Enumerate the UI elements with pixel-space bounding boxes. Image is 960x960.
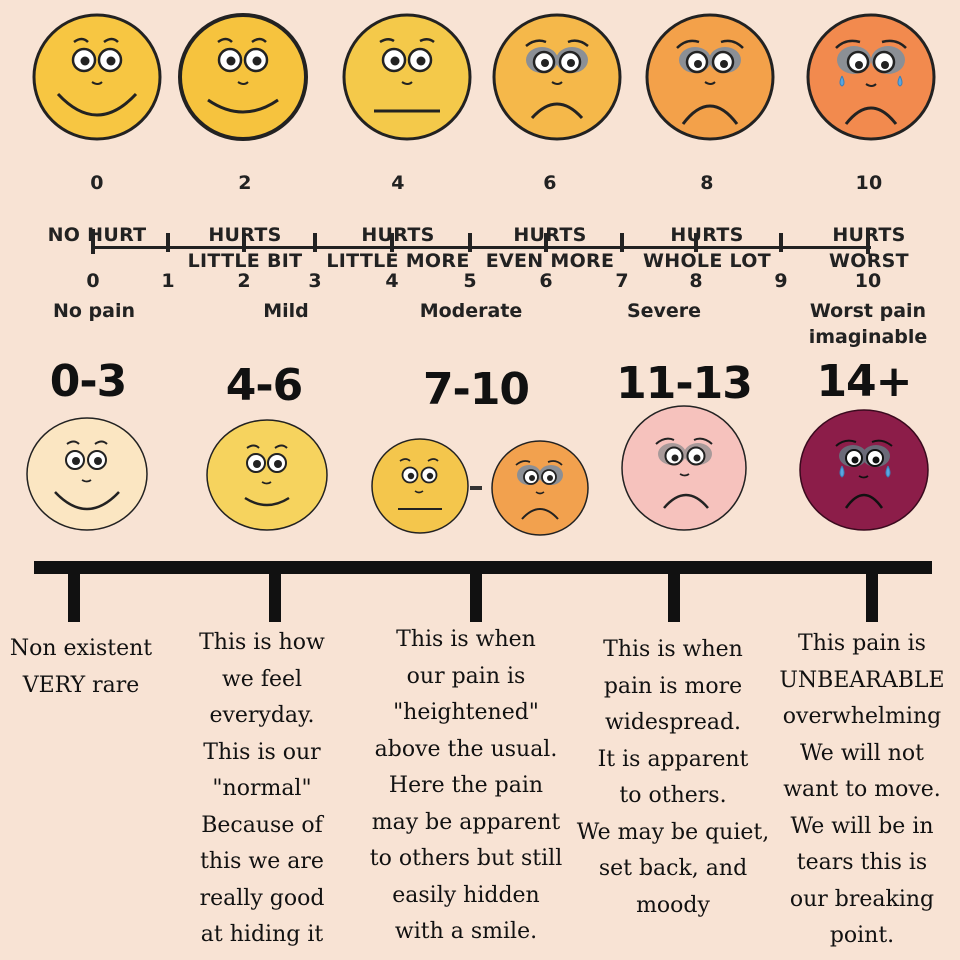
level-face-icon-4-6 [206,419,328,531]
scale-tick-2 [242,233,246,252]
scale-tick-8 [694,233,698,252]
description-11-13: This is when pain is more widespread. It… [576,637,770,918]
range-14-plus: 14+ [816,356,912,407]
face-value-2: 2 [238,172,252,194]
range-dash [470,486,482,490]
scale-tick-9 [779,233,783,252]
description-4-6: This is how we feel everyday. This is ou… [199,630,325,947]
face-text-6: HURTS EVEN MORE [485,224,615,272]
range-11-13: 11-13 [616,358,753,409]
scale-tick-5 [468,233,472,252]
scale-tick-3 [313,233,317,252]
scale-number-2: 2 [237,270,251,292]
level-bar-tick-14-plus [866,570,878,622]
level-face-icon-7-10-left [371,438,469,534]
scale-number-7: 7 [615,270,629,292]
scale-number-6: 6 [539,270,553,292]
face-icon-10 [806,13,936,141]
level-bar-tick-0-3 [68,570,80,622]
face-value-4: 4 [391,172,405,194]
category-worst-pain: Worst pain imaginable [808,300,928,348]
category-mild: Mild [263,300,309,322]
scale-number-3: 3 [308,270,322,292]
range-0-3: 0-3 [49,356,128,407]
face-icon-8 [645,13,775,141]
scale-number-10: 10 [854,270,882,292]
face-label-2: 2 HURTS LITTLE BIT [155,144,335,274]
level-face-icon-14-plus [799,409,929,531]
scale-tick-7 [620,233,624,252]
scale-number-0: 0 [86,270,100,292]
face-text-0: NO HURT [47,224,147,246]
face-text-4: HURTS LITTLE MORE [326,224,470,272]
face-icon-4 [342,13,472,141]
range-7-10: 7-10 [422,364,530,415]
face-value-6: 6 [543,172,557,194]
face-text-2: HURTS LITTLE BIT [187,224,303,272]
level-face-icon-0-3 [26,417,148,531]
level-bar-tick-4-6 [269,570,281,622]
scale-number-1: 1 [161,270,175,292]
face-value-0: 0 [90,172,104,194]
level-bar-tick-7-10 [470,570,482,622]
face-label-6: 6 HURTS EVEN MORE [460,144,640,274]
description-0-3: Non existent VERY rare [9,636,153,698]
scale-tick-6 [544,233,548,252]
scale-number-4: 4 [385,270,399,292]
level-bar [34,561,932,574]
scale-number-9: 9 [774,270,788,292]
face-label-8: 8 HURTS WHOLE LOT [617,144,797,274]
face-text-8: HURTS WHOLE LOT [643,224,771,272]
category-no-pain: No pain [52,300,136,322]
face-icon-2 [178,13,308,141]
level-face-icon-7-10-right [491,440,589,536]
scale-tick-4 [390,233,394,252]
level-face-icon-11-13 [621,405,747,531]
category-moderate: Moderate [419,300,523,322]
face-icon-6 [492,13,622,141]
range-4-6: 4-6 [225,360,304,411]
scale-number-5: 5 [463,270,477,292]
scale-tick-1 [166,233,170,252]
scale-tick-0 [91,229,95,254]
face-label-10: 10 HURTS WORST [779,144,959,274]
face-icon-0 [32,13,162,141]
category-severe: Severe [626,300,702,322]
description-7-10: This is when our pain is "heightened" ab… [369,627,563,944]
scale-line [91,246,871,249]
level-bar-tick-11-13 [668,570,680,622]
scale-number-8: 8 [689,270,703,292]
description-14-plus: This pain is UNBEARABLE overwhelming We … [779,631,945,948]
face-label-0: 0 NO HURT [7,144,187,248]
face-value-10: 10 [855,172,883,194]
face-label-4: 4 HURTS LITTLE MORE [308,144,488,274]
scale-tick-10 [866,229,870,254]
face-value-8: 8 [700,172,714,194]
